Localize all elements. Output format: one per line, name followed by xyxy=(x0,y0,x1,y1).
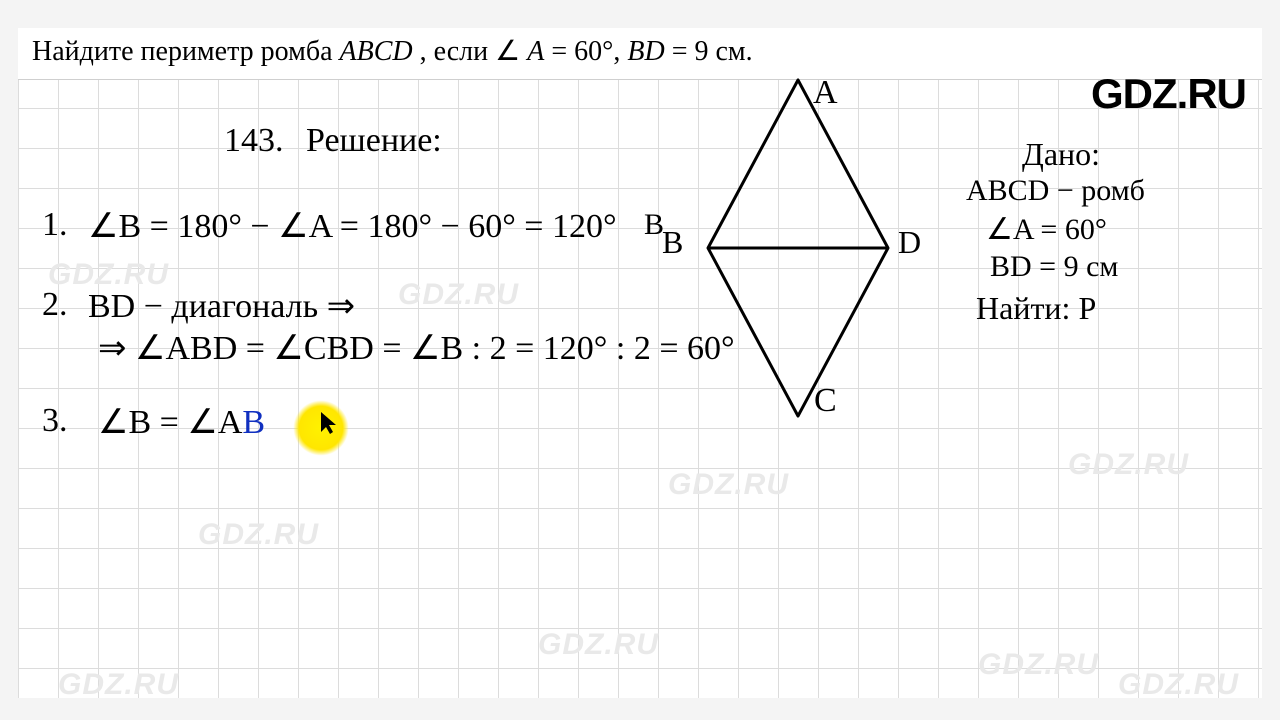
site-logo: GDZ.RU xyxy=(1091,70,1246,118)
given-3: BD = 9 см xyxy=(990,250,1118,284)
step2-line1: BD − диагональ ⇒ xyxy=(88,286,355,326)
solution-title: Решение: xyxy=(306,122,442,160)
step3-prefix: ∠B = ∠A xyxy=(98,404,242,441)
problem-text-3: = 60°, xyxy=(551,36,627,67)
vertex-c: C xyxy=(814,382,837,420)
problem-statement: Найдите периметр ромба ABCD , если ∠ A =… xyxy=(18,28,1262,80)
step3-label: 3. xyxy=(42,402,68,440)
problem-seg: BD xyxy=(627,36,664,67)
cursor-icon xyxy=(318,410,340,436)
rhombus-diagram xyxy=(668,68,928,428)
step3-text: ∠B = ∠AB xyxy=(98,402,265,442)
step1-label: 1. xyxy=(42,206,68,244)
given-title: Дано: xyxy=(1022,136,1100,173)
stray-b: B xyxy=(644,208,664,242)
problem-angle: A xyxy=(527,36,544,67)
vertex-b: B xyxy=(662,224,683,261)
vertex-d: D xyxy=(898,224,921,261)
find-text: Найти: P xyxy=(976,290,1096,327)
step2-label: 2. xyxy=(42,286,68,324)
solution-number: 143. xyxy=(224,122,284,160)
problem-text-1: Найдите периметр ромба xyxy=(32,36,340,67)
step3-blue: B xyxy=(242,404,265,441)
problem-shape: ABCD xyxy=(340,36,413,67)
vertex-a: A xyxy=(813,74,838,112)
given-2: ∠A = 60° xyxy=(986,212,1107,247)
step2-line2: ⇒ ∠ABD = ∠CBD = ∠B : 2 = 120° : 2 = 60° xyxy=(98,328,735,368)
given-1: ABCD − ромб xyxy=(966,174,1145,208)
problem-text-2: , если ∠ xyxy=(420,36,521,67)
page: GDZ.RUGDZ.RUGDZ.RUGDZ.RUGDZ.RUGDZ.RUGDZ.… xyxy=(18,28,1262,698)
problem-text-4: = 9 см. xyxy=(672,36,753,67)
step1-text: ∠B = 180° − ∠A = 180° − 60° = 120° xyxy=(88,206,617,246)
